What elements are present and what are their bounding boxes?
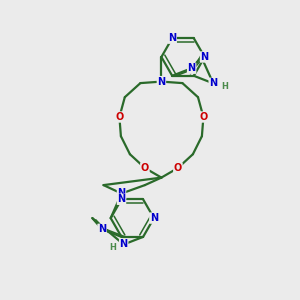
- Text: O: O: [115, 112, 124, 122]
- Text: N: N: [168, 33, 176, 43]
- Text: N: N: [117, 188, 126, 199]
- Text: N: N: [157, 76, 166, 87]
- Text: H: H: [109, 243, 116, 252]
- Text: N: N: [117, 194, 126, 204]
- Text: H: H: [221, 82, 228, 91]
- Text: N: N: [188, 63, 196, 73]
- Text: O: O: [174, 163, 182, 173]
- Text: N: N: [200, 52, 209, 62]
- Text: O: O: [199, 112, 208, 122]
- Text: N: N: [209, 78, 217, 88]
- Text: O: O: [141, 163, 149, 173]
- Text: N: N: [150, 213, 158, 223]
- Text: N: N: [98, 224, 106, 234]
- Text: N: N: [120, 239, 128, 250]
